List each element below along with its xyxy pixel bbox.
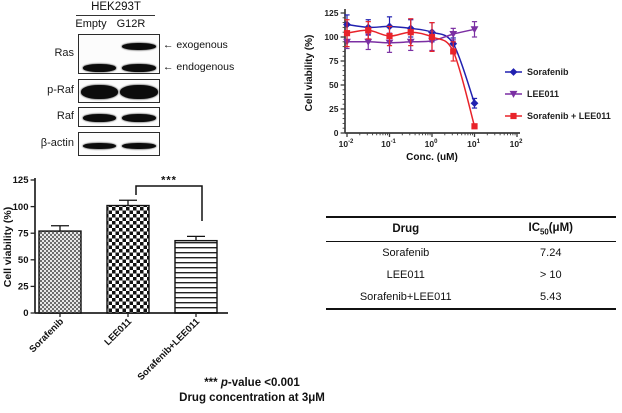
blot-band xyxy=(122,64,156,72)
blot-lane-label-g12r: G12R xyxy=(116,18,146,30)
data-point-marker xyxy=(471,123,478,130)
y-axis-label: Cell viability (%) xyxy=(2,207,14,288)
exogenous-label: exogenous xyxy=(176,39,228,51)
svg-text:125: 125 xyxy=(13,175,30,186)
blot-box xyxy=(78,34,160,74)
svg-text:50: 50 xyxy=(18,255,29,266)
bar-category-label: Sorafenib+LEE011 xyxy=(136,316,203,383)
table-cell: LEE011 xyxy=(386,269,425,282)
table-cell: Sorafenib+LEE011 xyxy=(359,291,452,304)
data-point-marker xyxy=(407,29,414,36)
table-header-drug: Drug xyxy=(326,217,486,243)
blot-cell-line-title: HEK293T xyxy=(91,1,141,13)
western-blot-panel: HEK293T Empty G12R ← exogenous ← endogen… xyxy=(0,0,300,170)
blot-band xyxy=(122,143,156,149)
svg-text:100: 100 xyxy=(13,202,29,213)
footnote: *** p-value <0.001 Drug concentration at… xyxy=(116,376,388,406)
svg-text:0: 0 xyxy=(334,128,339,138)
bar xyxy=(174,239,218,314)
blot-band xyxy=(122,43,156,50)
table-row: LEE011 > 10 xyxy=(326,264,616,286)
viability-bar-chart: 0 25 50 75 100 125 Cell viability (%) Sorafenib… xyxy=(2,175,228,383)
endogenous-annotation: ← endogenous xyxy=(163,61,234,73)
legend-item-label: LEE011 xyxy=(527,89,559,99)
data-point-marker xyxy=(510,112,517,120)
svg-text:75: 75 xyxy=(329,56,339,66)
blot-box xyxy=(78,107,160,127)
blot-band xyxy=(83,64,116,72)
dose-response-chart: 0 25 50 75 100 125 10-2 10-1 100 101 102 Cell viabi… xyxy=(304,8,611,163)
svg-text:25: 25 xyxy=(18,282,29,293)
data-point-marker xyxy=(364,38,373,46)
blot-box xyxy=(78,79,160,103)
left-arrow-icon: ← xyxy=(163,39,174,51)
svg-text:101: 101 xyxy=(467,139,480,149)
endogenous-label: endogenous xyxy=(176,61,235,73)
svg-text:100: 100 xyxy=(324,32,338,42)
svg-text:100: 100 xyxy=(425,139,438,149)
data-point-marker xyxy=(449,31,458,39)
table-header-row: Drug IC50(μM) xyxy=(326,217,616,243)
blot-row-label: β-actin xyxy=(40,137,74,149)
blot-title-underline xyxy=(76,15,155,16)
blot-row-label: p-Raf xyxy=(47,84,74,96)
data-point-marker xyxy=(365,27,372,34)
significance-stars: *** xyxy=(204,377,218,389)
table-row: Sorafenib 7.24 xyxy=(326,242,616,265)
data-point-marker xyxy=(509,68,518,76)
data-point-marker xyxy=(470,26,479,34)
bar-category-label: LEE011 xyxy=(102,316,134,348)
svg-text:50: 50 xyxy=(329,80,339,90)
table-cell: 5.43 xyxy=(540,291,562,304)
left-arrow-icon: ← xyxy=(163,61,174,73)
x-axis-label: Conc. (uM) xyxy=(406,152,458,163)
blot-band xyxy=(81,85,118,99)
table-row: Sorafenib+LEE011 5.43 xyxy=(326,286,616,309)
svg-text:75: 75 xyxy=(18,228,29,239)
table-cell: 7.24 xyxy=(540,247,562,260)
table-cell: > 10 xyxy=(539,269,562,282)
data-point-marker xyxy=(450,48,457,55)
blot-row-label: Raf xyxy=(56,110,74,122)
svg-text:25: 25 xyxy=(329,104,339,114)
svg-text:102: 102 xyxy=(510,139,523,149)
svg-text:10-1: 10-1 xyxy=(381,139,396,149)
table-cell: Sorafenib xyxy=(382,247,430,260)
data-point-marker xyxy=(428,33,436,41)
blot-row-label: Ras xyxy=(54,47,74,59)
footnote-concentration: Drug concentration at 3μM xyxy=(179,391,325,404)
blot-lane-label-empty: Empty xyxy=(75,18,107,30)
table-header-ic50: IC50(μM) xyxy=(485,217,616,243)
blot-band xyxy=(83,114,116,122)
bar-category-label: Sorafenib xyxy=(27,316,66,355)
data-point-marker xyxy=(509,90,518,98)
bar xyxy=(106,204,150,314)
data-point-marker xyxy=(386,32,393,40)
y-axis-label: Cell viability (%) xyxy=(304,35,315,112)
blot-box xyxy=(78,132,160,156)
significance-stars: *** xyxy=(161,175,177,187)
ic50-table: Drug IC50(μM) Sorafenib 7.24 LEE011 > 10 Sor… xyxy=(326,216,616,311)
footnote-significance: *** p-value <0.001 xyxy=(204,377,300,389)
legend-item-label: Sorafenib + LEE011 xyxy=(527,111,611,121)
legend-item-label: Sorafenib xyxy=(527,67,569,77)
bar xyxy=(38,230,82,314)
svg-text:125: 125 xyxy=(324,8,338,18)
blot-band xyxy=(83,143,116,149)
svg-text:10-2: 10-2 xyxy=(339,139,354,149)
data-point-marker xyxy=(470,99,479,108)
svg-text:0: 0 xyxy=(23,308,28,319)
blot-band xyxy=(122,114,156,122)
blot-band xyxy=(120,85,158,99)
exogenous-annotation: ← exogenous xyxy=(163,39,228,51)
data-point-marker xyxy=(343,30,351,37)
